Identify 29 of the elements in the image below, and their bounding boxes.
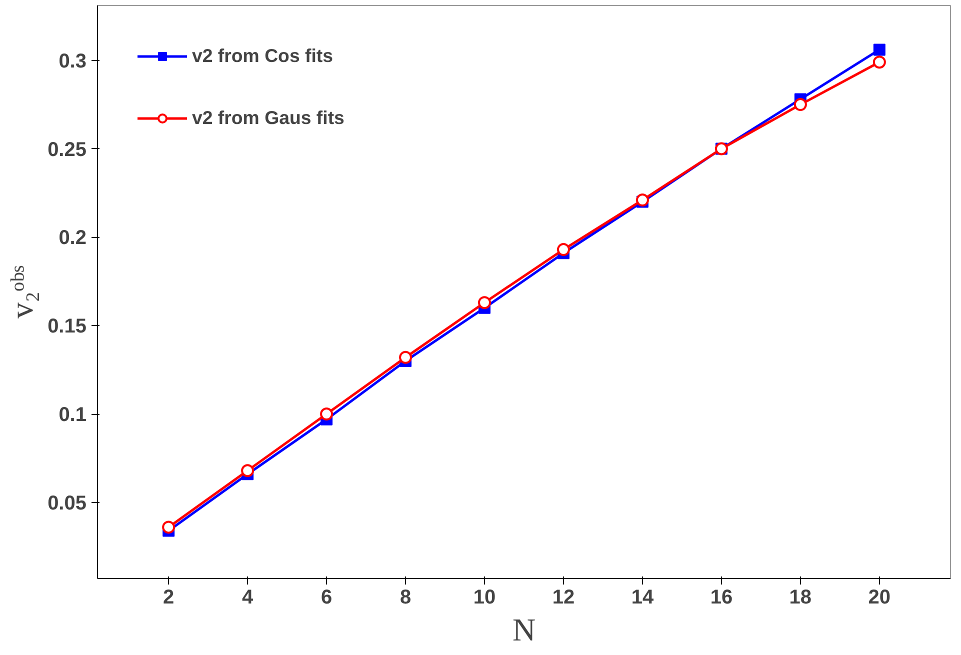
y-tick-label: 0.2	[58, 227, 87, 250]
y-tick-label: 0.15	[48, 316, 87, 338]
x-tick-label: 14	[631, 586, 654, 608]
x-tick-label: 18	[789, 586, 812, 608]
point	[794, 98, 807, 112]
point	[478, 296, 492, 310]
point	[241, 464, 254, 478]
point	[556, 243, 570, 256]
y-tick-label: 0.3	[58, 50, 87, 72]
x-tick-label: 8	[400, 586, 412, 608]
x-axis-title: N	[512, 612, 536, 648]
y-axis-title: v₂ᵒᵇˢ	[4, 265, 40, 319]
x-tick-label: 10	[473, 586, 496, 608]
point	[320, 408, 334, 421]
y-tick-label: 0.1	[58, 404, 87, 426]
legend-label: v2 from Cos fits	[192, 45, 333, 67]
point	[162, 520, 176, 534]
y-tick-label: 0.25	[48, 138, 87, 161]
x-tick-label: 16	[710, 586, 733, 608]
point	[872, 56, 886, 69]
x-tick-label: 6	[320, 586, 332, 608]
x-tick-label: 4	[242, 586, 254, 608]
point	[873, 44, 886, 56]
legend-label: v2 from Gaus fits	[192, 107, 344, 129]
point	[399, 350, 412, 364]
x-tick-label: 2	[163, 586, 174, 608]
x-tick-label: 20	[868, 586, 891, 608]
y-tick-label: 0.05	[48, 492, 87, 514]
x-tick-label: 12	[552, 586, 575, 608]
